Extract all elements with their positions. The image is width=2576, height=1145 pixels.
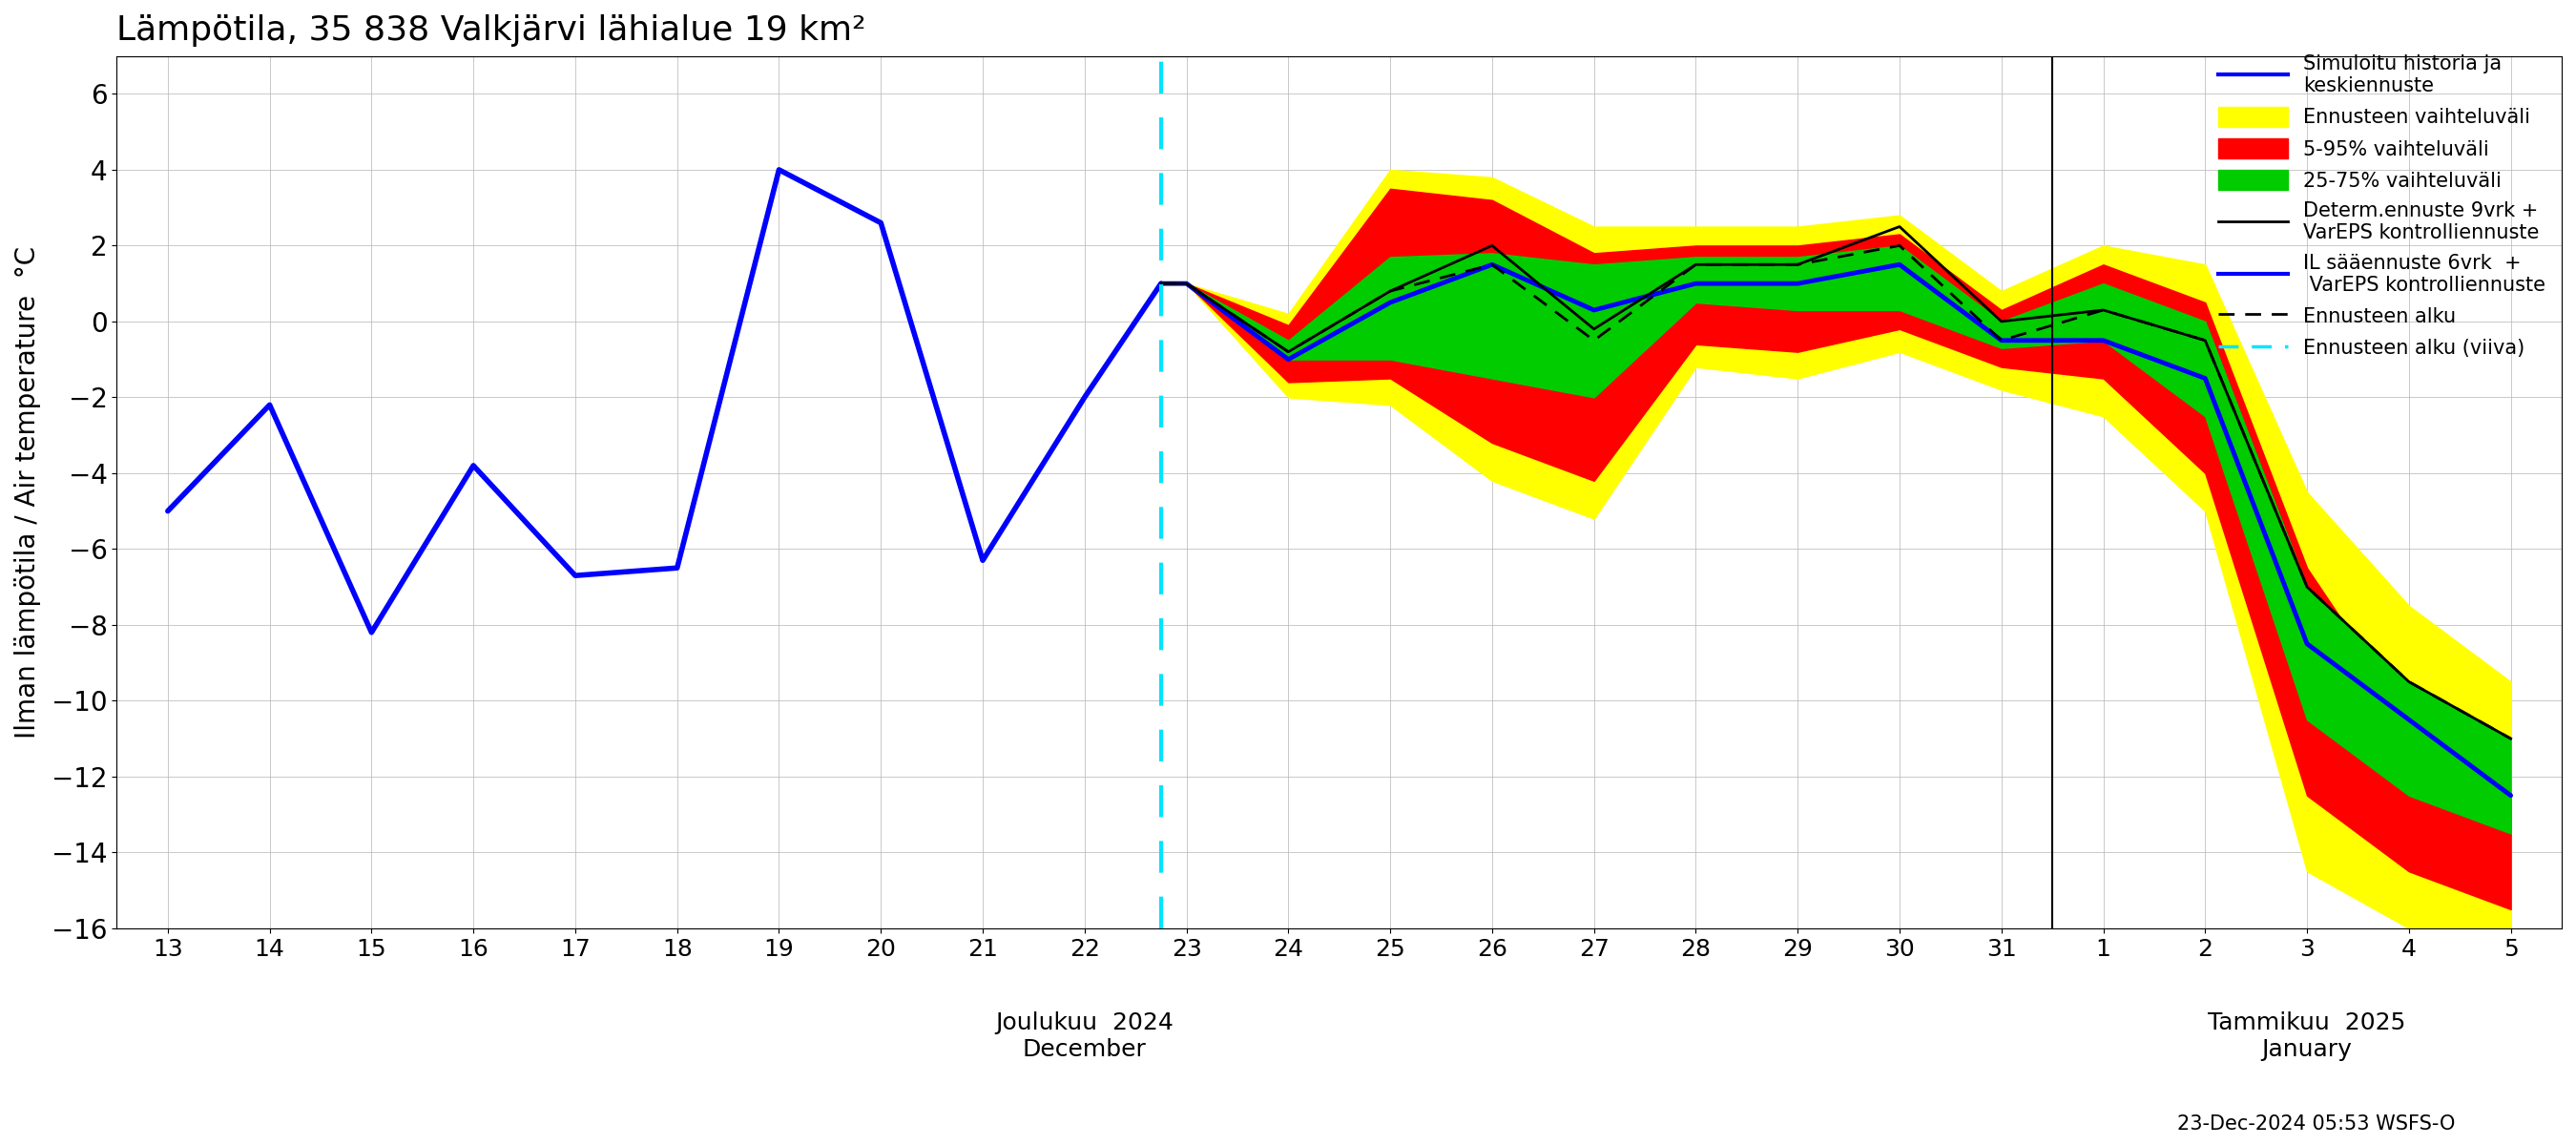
Text: Joulukuu  2024
December: Joulukuu 2024 December [994, 1012, 1175, 1061]
Text: Lämpötila, 35 838 Valkjärvi lähialue 19 km²: Lämpötila, 35 838 Valkjärvi lähialue 19 … [116, 14, 866, 47]
Legend: Simuloitu historia ja
keskiennuste, Ennusteen vaihteluväli, 5-95% vaihteluväli, : Simuloitu historia ja keskiennuste, Ennu… [2213, 48, 2553, 364]
Text: 23-Dec-2024 05:53 WSFS-O: 23-Dec-2024 05:53 WSFS-O [2177, 1114, 2455, 1134]
Text: Tammikuu  2025
January: Tammikuu 2025 January [2208, 1012, 2406, 1061]
Y-axis label: Ilman lämpötila / Air temperature  °C: Ilman lämpötila / Air temperature °C [15, 246, 41, 739]
